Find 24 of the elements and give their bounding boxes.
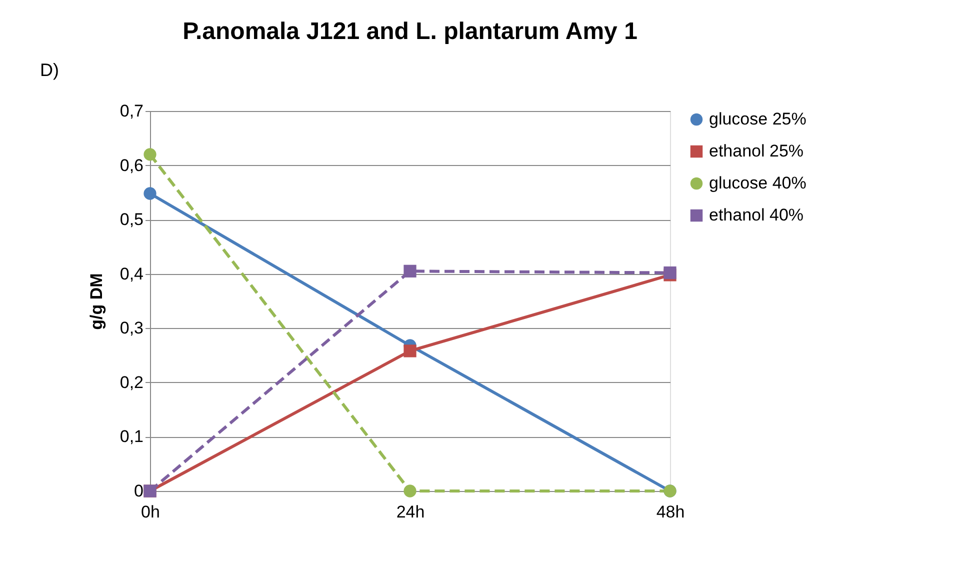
y-tick-label: 0,6 [120,156,144,175]
y-tick-label: 0,2 [120,372,144,392]
x-tick-label: 48h [656,502,685,522]
y-axis-title: g/g DM [86,273,106,330]
point [144,148,156,161]
y-tick-label: 0,5 [120,210,144,230]
legend-label: ethanol 25% [709,142,804,160]
y-tick-label: 0 [134,482,144,500]
legend-label: glucose 25% [709,110,806,128]
y-tick-label: 0,1 [120,427,144,446]
y-tick-label: 0,7 [120,102,144,120]
x-tick-label: 24h [396,502,425,522]
point [404,484,416,498]
point [404,264,416,278]
point [144,187,156,200]
chart-title: P.anomala J121 and L. plantarum Amy 1 [182,18,638,45]
y-tick-label: 0,4 [120,264,144,284]
x-tick-label: 0h [141,502,160,522]
text: D) [40,60,59,80]
legend-label: ethanol 40% [709,206,804,224]
point [404,344,416,358]
y-tick-label: 0,3 [120,318,144,338]
legend-label: glucose 40% [709,174,806,192]
point [664,266,676,280]
